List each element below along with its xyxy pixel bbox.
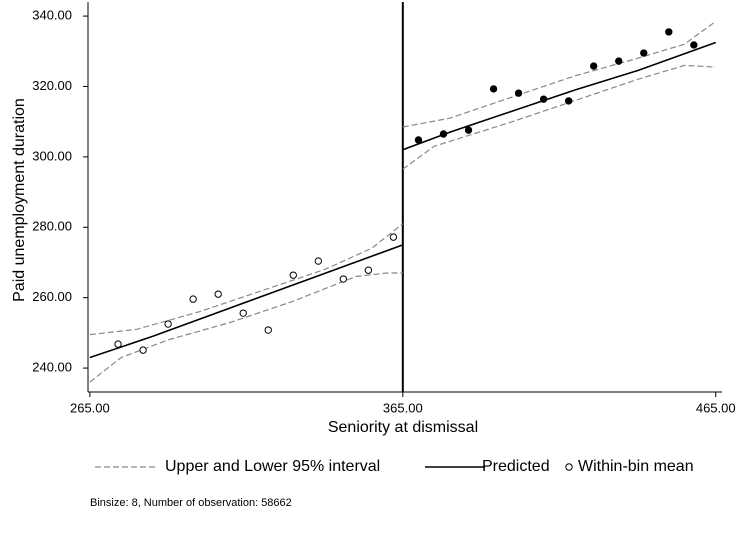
bin-mean-point — [464, 126, 473, 134]
bin-mean-point — [364, 266, 373, 274]
bin-mean-point — [564, 97, 573, 105]
legend-label: Predicted — [482, 458, 550, 475]
bin-mean-point — [189, 295, 197, 303]
predicted-line — [89, 244, 404, 359]
bin-mean-point — [514, 89, 523, 97]
bin-mean-point — [615, 57, 623, 65]
bin-mean-point — [239, 309, 247, 317]
bin-mean-point — [339, 275, 348, 283]
y-tick-label: 280.00 — [32, 219, 72, 234]
legend-label: Within-bin mean — [578, 458, 694, 475]
legend-label: Upper and Lower 95% interval — [165, 458, 380, 475]
predicted-line — [402, 41, 716, 151]
bin-mean-point — [164, 320, 172, 328]
bin-mean-point — [589, 62, 598, 70]
bin-mean-point — [439, 130, 448, 138]
y-tick-label: 340.00 — [32, 8, 72, 23]
bin-mean-point — [389, 233, 398, 241]
legend-marker — [565, 463, 573, 471]
interval-line — [402, 64, 716, 170]
y-tick-label: 300.00 — [32, 148, 72, 163]
bin-mean-point — [114, 340, 122, 348]
bin-mean-point — [665, 28, 673, 36]
bin-mean-point — [264, 326, 272, 334]
bin-mean-point — [289, 271, 297, 279]
bin-mean-point — [539, 95, 548, 103]
bin-mean-point — [640, 49, 648, 57]
interval-line — [402, 20, 717, 128]
y-tick-label: 320.00 — [32, 78, 72, 93]
y-tick-label: 260.00 — [32, 289, 72, 304]
bin-mean-point — [214, 290, 222, 298]
x-tick-label: 465.00 — [696, 400, 736, 415]
bin-mean-point — [314, 257, 323, 265]
bin-mean-point — [414, 136, 423, 144]
interval-line — [89, 272, 403, 383]
y-axis-title: Paid unemployment duration — [11, 98, 28, 302]
x-tick-label: 265.00 — [70, 400, 110, 415]
bin-mean-point — [139, 346, 147, 354]
bin-mean-point — [690, 41, 698, 49]
bin-mean-point — [489, 85, 498, 93]
y-tick-label: 240.00 — [32, 360, 72, 375]
note: Binsize: 8, Number of observation: 58662 — [90, 497, 292, 509]
x-tick-label: 365.00 — [383, 400, 423, 415]
x-axis-title: Seniority at dismissal — [328, 419, 478, 436]
interval-line — [89, 223, 404, 336]
